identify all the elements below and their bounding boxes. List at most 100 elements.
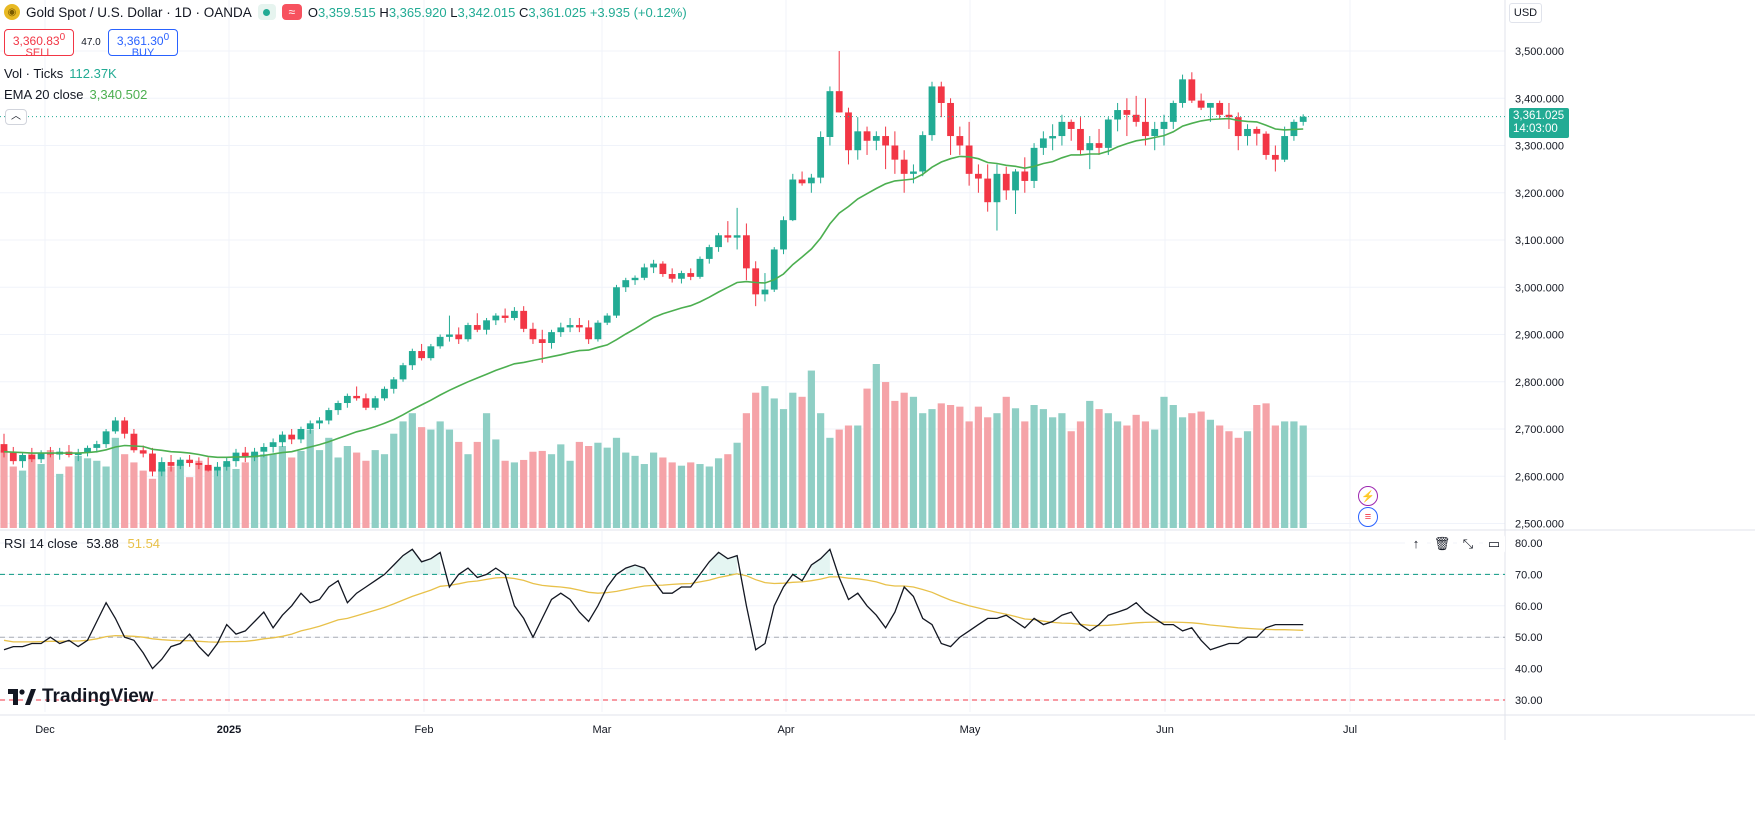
candle-body (789, 179, 797, 221)
volume-legend[interactable]: Vol · Ticks 112.37K (4, 66, 117, 81)
market-open-dot-icon[interactable] (257, 4, 276, 20)
candle-body (613, 287, 620, 316)
volume-bar (1290, 421, 1298, 528)
candle-body (446, 334, 453, 337)
candle-body (1030, 147, 1038, 181)
volume-bar (501, 460, 509, 528)
volume-bar (121, 454, 129, 528)
candle (1123, 98, 1131, 137)
rsi-overbought-fill (625, 564, 645, 575)
us-flag-icon[interactable]: ≡ (1358, 507, 1378, 527)
volume-bar (278, 446, 286, 528)
candle (353, 386, 361, 401)
volume-bar (408, 413, 416, 528)
volume-bar (1030, 405, 1038, 528)
candle-body (1049, 136, 1057, 139)
candle-body (947, 102, 954, 137)
candle-body (269, 442, 277, 447)
lightning-icon[interactable]: ⚡ (1358, 486, 1378, 506)
arrow-up-icon[interactable]: ↑ (1405, 534, 1427, 554)
candle-body (854, 131, 862, 151)
candle-body (631, 277, 639, 281)
candle (585, 320, 593, 344)
candle (854, 117, 862, 160)
candle (1039, 131, 1047, 155)
candle-body (937, 86, 945, 103)
candle-body (752, 268, 760, 295)
tradingview-logo[interactable]: TradingView (8, 686, 154, 708)
candle-body (1244, 128, 1251, 137)
volume-bar (418, 427, 426, 528)
candle (269, 438, 277, 453)
candle-body (520, 310, 528, 329)
volume-bar (807, 370, 815, 528)
candle-body (1002, 173, 1010, 191)
time-tick-label: Jun (1156, 724, 1174, 736)
volume-bar (714, 458, 723, 528)
price-tick-label: 3,100.000 (1515, 235, 1564, 247)
candle-body (473, 325, 481, 330)
sell-button[interactable]: 3,360.830 SELL (4, 29, 74, 59)
candle-series (0, 51, 1307, 477)
chevron-up-icon[interactable]: ︿ (5, 109, 27, 125)
volume-bar (696, 464, 704, 528)
candle-body (399, 365, 407, 380)
candle (770, 247, 778, 292)
candle (195, 457, 203, 470)
candle (9, 446, 17, 465)
candle-body (780, 220, 787, 250)
volume-bar (83, 458, 92, 528)
volume-bar (650, 452, 658, 528)
candle (780, 216, 787, 255)
candle-body (548, 332, 555, 344)
candle (1253, 126, 1261, 146)
collapse-icon[interactable]: ⤡ (1457, 534, 1479, 554)
candle-body (436, 336, 444, 347)
candle (251, 447, 258, 462)
rsi-legend[interactable]: RSI 14 close 53.88 51.54 (4, 536, 161, 551)
candle-body (1253, 128, 1261, 134)
candle (761, 273, 769, 302)
price-tick-label: 3,500.000 (1515, 46, 1564, 58)
ohlc-values: O3,359.515 H3,365.920 L3,342.015 C3,361.… (307, 4, 687, 20)
candle-body (872, 136, 880, 141)
volume-bar (1151, 429, 1159, 528)
candle-body (1299, 116, 1307, 122)
volume-bar (1234, 437, 1242, 528)
candle-body (1262, 133, 1270, 155)
trash-icon[interactable]: 🗑 (1431, 534, 1453, 554)
candle (241, 446, 249, 463)
candle-body (353, 395, 361, 399)
candle-body (1225, 114, 1233, 118)
candle (297, 426, 305, 444)
last-price-label: 3,361.025 14:03:00 (1509, 108, 1569, 138)
volume-bar (37, 464, 45, 528)
volume-bar (872, 364, 880, 528)
wave-icon[interactable]: ≈ (281, 4, 302, 20)
candle-body (733, 235, 741, 238)
candle (1049, 124, 1057, 151)
candle-body (464, 325, 472, 340)
volume-bar (844, 425, 853, 528)
candle (427, 343, 435, 361)
volume-bar (1160, 396, 1168, 528)
volume-bar (325, 437, 333, 528)
volume-bar (909, 396, 918, 528)
ema-legend[interactable]: EMA 20 close 3,340.502 (4, 87, 148, 102)
symbol-title[interactable]: Gold Spot / U.S. Dollar · 1D · OANDA (26, 4, 252, 20)
trade-buttons: 3,360.830 SELL 47.0 3,361.300 BUY (4, 29, 178, 59)
time-tick-label: Jul (1343, 724, 1357, 736)
candle-body (381, 388, 388, 399)
candle-body (418, 351, 425, 359)
candle-body (186, 459, 193, 464)
candle-body (279, 434, 286, 443)
currency-selector[interactable]: USD (1509, 3, 1542, 23)
candle-body (1114, 110, 1121, 120)
maximize-icon[interactable]: ▭ (1483, 534, 1505, 554)
symbol-header[interactable]: ◉ Gold Spot / U.S. Dollar · 1D · OANDA ≈… (4, 4, 687, 20)
candle-body (1012, 171, 1019, 191)
candle-body (919, 135, 927, 172)
buy-button[interactable]: 3,361.300 BUY (108, 29, 178, 59)
volume-bar (1067, 431, 1075, 528)
